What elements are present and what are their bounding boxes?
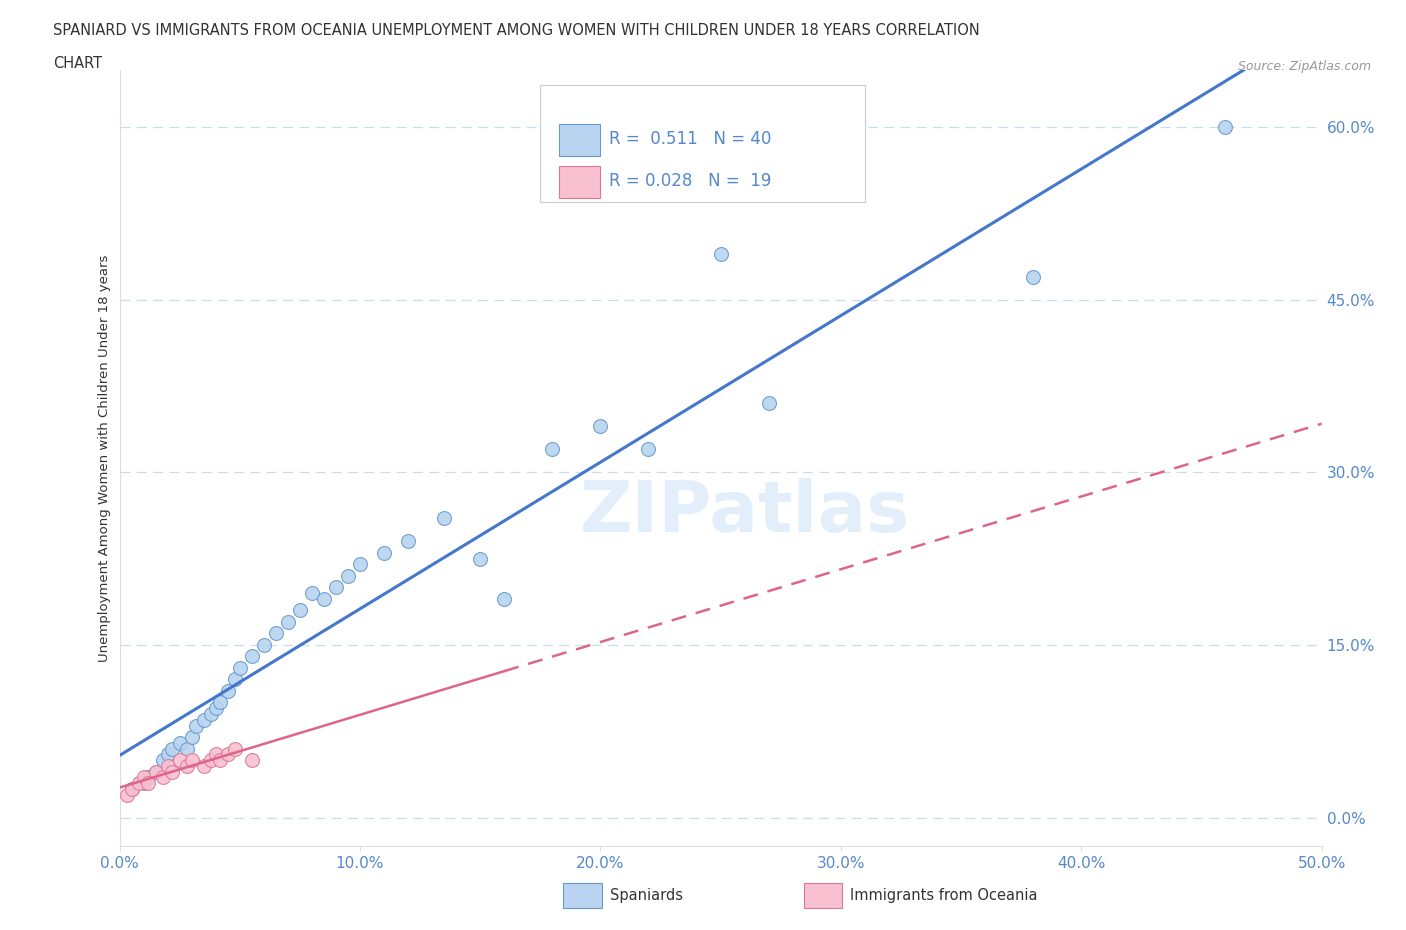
Point — [217, 747, 239, 762]
Point — [396, 534, 419, 549]
Point — [325, 580, 347, 595]
FancyBboxPatch shape — [540, 86, 865, 202]
Point — [709, 246, 731, 261]
Point — [1022, 270, 1045, 285]
Point — [637, 442, 659, 457]
FancyBboxPatch shape — [562, 883, 602, 908]
FancyBboxPatch shape — [803, 883, 842, 908]
Text: CHART: CHART — [53, 56, 103, 71]
Point — [1215, 120, 1237, 135]
Point — [152, 770, 174, 785]
Point — [193, 758, 215, 773]
Point — [253, 638, 276, 653]
Text: Immigrants from Oceania: Immigrants from Oceania — [851, 888, 1038, 903]
Point — [193, 712, 215, 727]
Point — [162, 764, 184, 779]
Point — [152, 752, 174, 767]
Point — [145, 764, 167, 779]
Point — [169, 736, 191, 751]
Point — [209, 752, 232, 767]
Point — [204, 747, 226, 762]
Point — [373, 546, 395, 561]
Point — [162, 741, 184, 756]
Point — [121, 781, 143, 796]
Point — [224, 741, 246, 756]
Point — [228, 660, 252, 675]
Point — [541, 442, 564, 457]
Point — [224, 672, 246, 687]
Point — [217, 684, 239, 698]
Point — [138, 776, 160, 790]
Point — [288, 603, 311, 618]
Point — [209, 695, 232, 710]
Point — [132, 776, 155, 790]
Text: SPANIARD VS IMMIGRANTS FROM OCEANIA UNEMPLOYMENT AMONG WOMEN WITH CHILDREN UNDER: SPANIARD VS IMMIGRANTS FROM OCEANIA UNEM… — [53, 23, 980, 38]
Y-axis label: Unemployment Among Women with Children Under 18 years: Unemployment Among Women with Children U… — [98, 254, 111, 662]
Text: R = 0.028   N =  19: R = 0.028 N = 19 — [609, 171, 770, 190]
Point — [200, 752, 222, 767]
Point — [186, 718, 208, 733]
Point — [169, 752, 191, 767]
Point — [277, 615, 299, 630]
Point — [138, 770, 160, 785]
Point — [132, 770, 155, 785]
Text: Source: ZipAtlas.com: Source: ZipAtlas.com — [1237, 60, 1371, 73]
Point — [204, 701, 226, 716]
Point — [200, 707, 222, 722]
Point — [176, 758, 198, 773]
FancyBboxPatch shape — [560, 124, 600, 156]
Point — [145, 764, 167, 779]
Point — [121, 781, 143, 796]
Point — [264, 626, 287, 641]
FancyBboxPatch shape — [560, 166, 600, 198]
Point — [349, 557, 371, 572]
Text: R =  0.511   N = 40: R = 0.511 N = 40 — [609, 129, 770, 148]
Point — [180, 729, 202, 744]
Point — [468, 551, 492, 566]
Text: ZIPatlas: ZIPatlas — [579, 478, 910, 547]
Point — [180, 752, 202, 767]
Point — [312, 591, 335, 606]
Point — [240, 752, 263, 767]
Point — [176, 741, 198, 756]
Point — [336, 568, 359, 583]
Point — [301, 586, 323, 601]
Point — [758, 396, 780, 411]
Point — [494, 591, 516, 606]
Text: Spaniards: Spaniards — [610, 888, 683, 903]
Point — [589, 418, 612, 433]
Point — [128, 776, 150, 790]
Point — [240, 649, 263, 664]
Point — [156, 747, 179, 762]
Point — [433, 511, 456, 525]
Point — [156, 758, 179, 773]
Point — [115, 787, 138, 802]
